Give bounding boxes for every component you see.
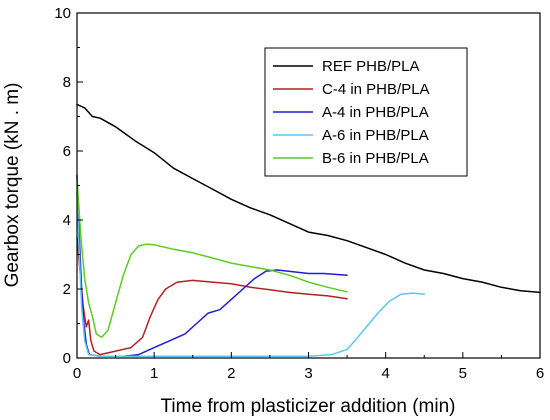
y-axis-label: Gearbox torque (kN . m) [2, 83, 23, 288]
x-tick-label: 2 [227, 365, 235, 382]
x-axis-label: Time from plasticizer addition (min) [161, 396, 456, 417]
legend-label-1: C-4 in PHB/PLA [322, 81, 430, 98]
x-tick-label: 6 [536, 365, 544, 382]
legend-label-4: B-6 in PHB/PLA [322, 150, 429, 167]
series-line-3 [76, 191, 426, 358]
legend: REF PHB/PLA C-4 in PHB/PLA A-4 in PHB/PLA A… [264, 47, 468, 177]
series-line-0 [76, 103, 541, 294]
series-line-4 [76, 177, 348, 339]
y-tick-label: 0 [63, 350, 71, 367]
y-tick-label: 4 [63, 212, 71, 229]
series-line-1 [76, 236, 348, 356]
legend-label-3: A-6 in PHB/PLA [322, 127, 429, 144]
series-line-2 [76, 174, 348, 358]
plot-layer [76, 103, 541, 358]
legend-label-0: REF PHB/PLA [322, 58, 420, 75]
y-tick-label: 10 [54, 5, 71, 22]
ticks-layer: 0 1 2 3 4 5 6 0 2 4 6 8 10 [54, 5, 544, 382]
y-tick-label: 2 [63, 281, 71, 298]
x-tick-label: 3 [304, 365, 312, 382]
x-tick-label: 0 [73, 365, 81, 382]
x-tick-label: 1 [150, 365, 158, 382]
x-tick-label: 4 [381, 365, 389, 382]
y-tick-label: 8 [63, 74, 71, 91]
y-tick-label: 6 [63, 143, 71, 160]
x-tick-label: 5 [459, 365, 467, 382]
legend-label-2: A-4 in PHB/PLA [322, 104, 429, 121]
